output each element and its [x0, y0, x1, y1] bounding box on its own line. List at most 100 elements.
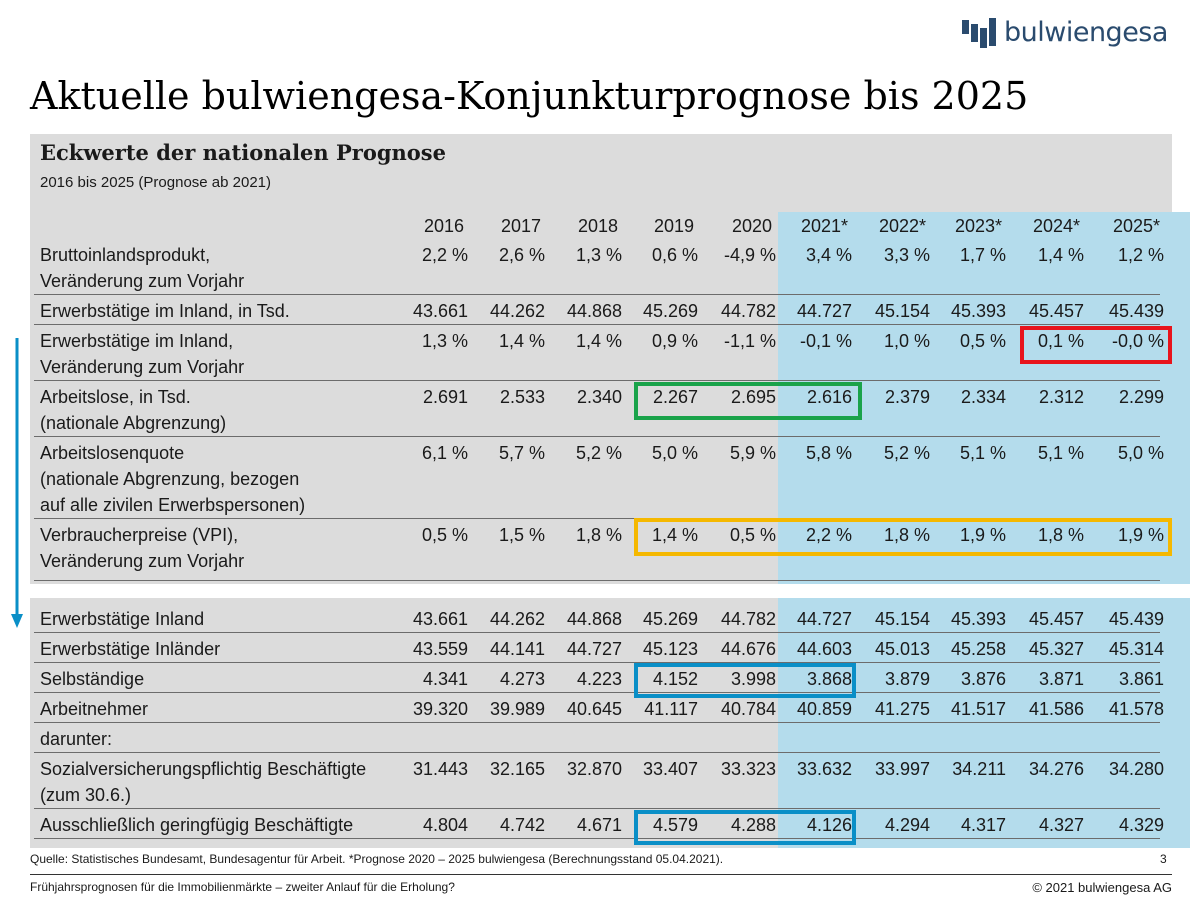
table-title: Eckwerte der nationalen Prognose [40, 140, 446, 165]
table-cell: 0,6 % [651, 245, 698, 265]
table-row: Selbständige 4.341 4.273 4.223 4.152 3.998 3.8… [34, 662, 1164, 693]
year-header: 2018 [577, 216, 618, 236]
table-cell: 2.379 [884, 387, 930, 407]
table-cell: 1,4 % [498, 331, 545, 351]
table-row: Ausschließlich geringfügig Beschäftigte 4… [34, 808, 1164, 839]
row-label: Erwerbstätige Inländer [40, 639, 221, 659]
forecast-table-bottom: Erwerbstätige Inland 43.661 44.262 44.868 45… [30, 598, 1190, 848]
table-cell: 45.013 [874, 639, 930, 659]
table-cell: 4.329 [1118, 815, 1164, 835]
down-arrow-icon [11, 338, 23, 628]
table-cell: 3.861 [1118, 669, 1164, 689]
table-cell: 0,5 % [421, 525, 468, 545]
table-cell: 33.323 [720, 759, 776, 779]
table-cell: 5,8 % [805, 443, 852, 463]
table-cell: 41.578 [1108, 699, 1164, 719]
table-cell: 5,9 % [729, 443, 776, 463]
table-cell: 44.262 [489, 609, 545, 629]
year-header: 2022* [878, 216, 926, 236]
table-cell: 45.457 [1028, 301, 1084, 321]
table-cell: 44.603 [796, 639, 852, 659]
table-cell: 1,8 % [1037, 525, 1084, 545]
row-label: Bruttoinlandsprodukt, [40, 245, 211, 265]
table-cell: 4.341 [422, 669, 468, 689]
row-label: Erwerbstätige Inland [40, 609, 205, 629]
table-cell: 4.671 [576, 815, 622, 835]
table-cell: 4.804 [422, 815, 468, 835]
table-cell: 4.317 [960, 815, 1006, 835]
table-cell: 0,5 % [729, 525, 776, 545]
table-row: Erwerbstätige im Inland, in Tsd. 43.661 44… [34, 294, 1164, 325]
year-header: 2016 [423, 216, 464, 236]
table-cell: 45.457 [1028, 609, 1084, 629]
table-cell: 3.868 [806, 669, 852, 689]
table-cell: 44.782 [720, 301, 776, 321]
table-cell: 43.559 [412, 639, 468, 659]
table-cell: 0,9 % [651, 331, 698, 351]
table-cell: 31.443 [412, 759, 468, 779]
row-label: Verbraucherpreise (VPI), [40, 525, 239, 545]
table-cell: 2.312 [1038, 387, 1084, 407]
table-cell: 2,2 % [805, 525, 852, 545]
year-header: 2019 [653, 216, 694, 236]
table-cell: 45.439 [1108, 301, 1164, 321]
table-cell: 1,3 % [575, 245, 622, 265]
table-cell: -0,0 % [1111, 331, 1164, 351]
year-header: 2021* [800, 216, 848, 236]
table-cell: 3.879 [884, 669, 930, 689]
table-row: Verbraucherpreise (VPI), Veränderung zum … [34, 518, 1164, 581]
highlight-box-blue-2 [634, 810, 856, 845]
source-note: Quelle: Statistisches Bundesamt, Bundesa… [30, 852, 724, 866]
table-cell: 2.695 [730, 387, 776, 407]
table-cell: 4.126 [806, 815, 852, 835]
logo-text: bulwiengesa [1004, 16, 1168, 48]
table-cell: 41.517 [950, 699, 1006, 719]
page-number: 3 [1160, 852, 1167, 866]
footer-copyright: © 2021 bulwiengesa AG [1032, 880, 1172, 895]
table-cell: 1,8 % [883, 525, 930, 545]
table-cell: 2,6 % [498, 245, 545, 265]
table-cell: 45.269 [642, 609, 698, 629]
table-cell: 44.262 [489, 301, 545, 321]
table-cell: 2.334 [960, 387, 1006, 407]
table-cell: -0,1 % [799, 331, 852, 351]
highlight-box-red [1020, 326, 1172, 364]
table-cell: 44.676 [720, 639, 776, 659]
row-label: Erwerbstätige im Inland, [40, 331, 234, 351]
table-cell: 5,2 % [575, 443, 622, 463]
table-row: Erwerbstätige im Inland, Veränderung zum … [34, 324, 1164, 381]
table-cell: 5,7 % [498, 443, 545, 463]
table-cell: 2.691 [422, 387, 468, 407]
table-cell: 3.876 [960, 669, 1006, 689]
page-title: Aktuelle bulwiengesa-Konjunkturprognose … [30, 74, 1029, 118]
table-cell: 2.267 [652, 387, 698, 407]
table-cell: 2,2 % [421, 245, 468, 265]
table-row: Arbeitnehmer 39.320 39.989 40.645 41.117 40.7… [34, 692, 1164, 723]
table-cell: 1,3 % [421, 331, 468, 351]
table-cell: 33.407 [642, 759, 698, 779]
table-cell: 45.314 [1108, 639, 1164, 659]
table-cell: 5,0 % [1117, 443, 1164, 463]
table-cell: 4.152 [652, 669, 698, 689]
footer-title: Frühjahrsprognosen für die Immobilienmär… [30, 880, 455, 894]
table-cell: 4.742 [499, 815, 545, 835]
row-label: Veränderung zum Vorjahr [40, 551, 245, 571]
table-cell: 0,5 % [959, 331, 1006, 351]
table-cell: 1,4 % [575, 331, 622, 351]
row-label: auf alle zivilen Erwerbspersonen) [40, 495, 306, 515]
year-header: 2024* [1032, 216, 1080, 236]
table-cell: 3.998 [730, 669, 776, 689]
table-row: Bruttoinlandsprodukt, Veränderung zum Vor… [34, 238, 1164, 295]
highlight-box-yellow [634, 518, 1172, 556]
table-cell: -4,9 % [723, 245, 776, 265]
table-cell: 34.280 [1108, 759, 1164, 779]
row-label: Ausschließlich geringfügig Beschäftigte [40, 815, 354, 835]
table-cell: 44.868 [566, 609, 622, 629]
table-cell: 2.533 [499, 387, 545, 407]
table-cell: 4.273 [499, 669, 545, 689]
table-cell: 4.579 [652, 815, 698, 835]
table-cell: 2.340 [576, 387, 622, 407]
row-label: (zum 30.6.) [40, 785, 132, 805]
logo-bars-icon [962, 18, 996, 48]
row-label: Erwerbstätige im Inland, in Tsd. [40, 301, 290, 321]
